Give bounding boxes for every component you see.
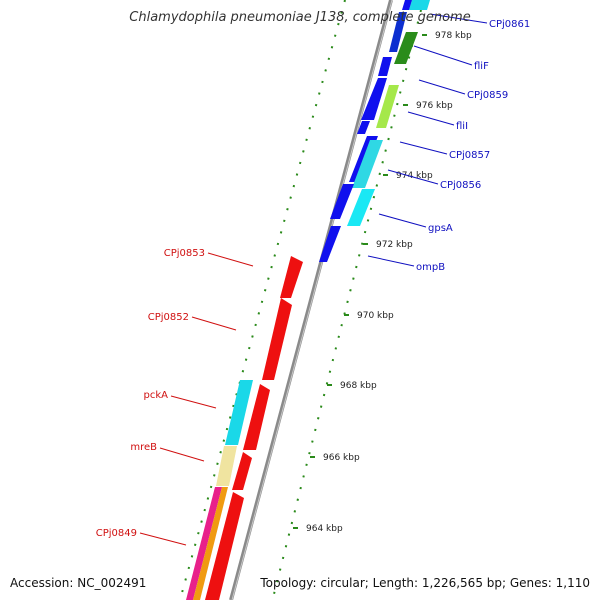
gene-feature	[352, 140, 383, 188]
label-leader-line	[429, 13, 488, 24]
gene-feature	[216, 446, 237, 486]
label-leader-line	[207, 252, 254, 267]
gene-feature	[262, 298, 292, 380]
forward-gene-label: CPj0861	[489, 19, 530, 30]
gene-feature	[186, 487, 222, 600]
gene-feature	[330, 184, 354, 219]
tick-label: 972 kbp	[376, 240, 413, 250]
genome-summary-text: Topology: circular; Length: 1,226,565 bp…	[260, 576, 590, 590]
reverse-gene-label: CPj0849	[96, 528, 137, 539]
genome-backbone-highlight	[231, 0, 393, 600]
tick-label: 964 kbp	[306, 524, 343, 534]
forward-gene-label: gpsA	[428, 223, 453, 234]
label-leader-line	[170, 395, 217, 409]
gene-feature	[357, 121, 370, 134]
gene-feature	[376, 85, 399, 128]
reverse-gene-label: CPj0852	[148, 312, 189, 323]
forward-gene-label: CPj0859	[467, 90, 508, 101]
label-leader-line	[413, 45, 473, 66]
forward-gene-label: CPj0857	[449, 150, 490, 161]
gene-feature	[394, 32, 418, 64]
label-leader-line	[399, 141, 448, 155]
forward-gene-label: CPj0856	[440, 180, 481, 191]
inner-dotted-guide	[179, 0, 346, 600]
gene-feature	[205, 492, 244, 600]
forward-gene-label: fliF	[474, 61, 489, 72]
gene-feature	[361, 78, 387, 120]
label-leader-line	[367, 255, 415, 267]
label-leader-line	[139, 532, 187, 546]
gene-feature	[225, 380, 253, 445]
gene-feature	[402, 0, 412, 10]
forward-gene-label: ompB	[416, 262, 445, 273]
reverse-gene-label: mreB	[130, 442, 157, 453]
tick-label: 968 kbp	[340, 381, 377, 391]
tick-label: 976 kbp	[416, 101, 453, 111]
gene-feature	[378, 57, 392, 76]
forward-gene-labels: CPj0861 fliF CPj0859 fliI CPj0857 CPj0856 gpsA…	[367, 13, 530, 273]
tick-label: 970 kbp	[357, 311, 394, 321]
forward-gene-label: fliI	[456, 121, 468, 132]
reverse-gene-label: pckA	[144, 390, 169, 401]
gene-feature	[409, 0, 430, 10]
gene-feature	[243, 384, 270, 450]
gene-feature	[193, 487, 228, 600]
reverse-gene-label: CPj0853	[164, 248, 205, 259]
tick-label: 978 kbp	[435, 31, 472, 41]
label-leader-line	[191, 316, 237, 331]
tick-label: 974 kbp	[396, 171, 433, 181]
reverse-gene-labels: CPj0853 CPj0852 pckA mreB CPj0849	[96, 248, 254, 546]
label-leader-line	[418, 79, 466, 95]
gene-feature	[389, 12, 407, 52]
outer-dotted-guide	[272, 9, 422, 599]
reverse-features	[186, 256, 303, 600]
label-leader-line	[407, 111, 455, 126]
tick-label: 966 kbp	[323, 453, 360, 463]
genome-backbone	[229, 0, 393, 600]
gene-feature	[319, 226, 341, 262]
label-leader-line	[159, 447, 205, 462]
label-leader-line	[387, 169, 439, 185]
label-leader-line	[378, 213, 427, 228]
gene-feature	[280, 256, 303, 298]
genome-title: Chlamydophila pneumoniae J138, complete …	[129, 10, 471, 25]
accession-text: Accession: NC_002491	[10, 576, 147, 590]
gene-feature	[232, 452, 252, 490]
forward-features	[319, 0, 430, 262]
tick-marks: 978 kbp 976 kbp 974 kbp 972 kbp 970 kbp 968 k…	[293, 31, 472, 534]
gene-feature	[347, 189, 375, 226]
